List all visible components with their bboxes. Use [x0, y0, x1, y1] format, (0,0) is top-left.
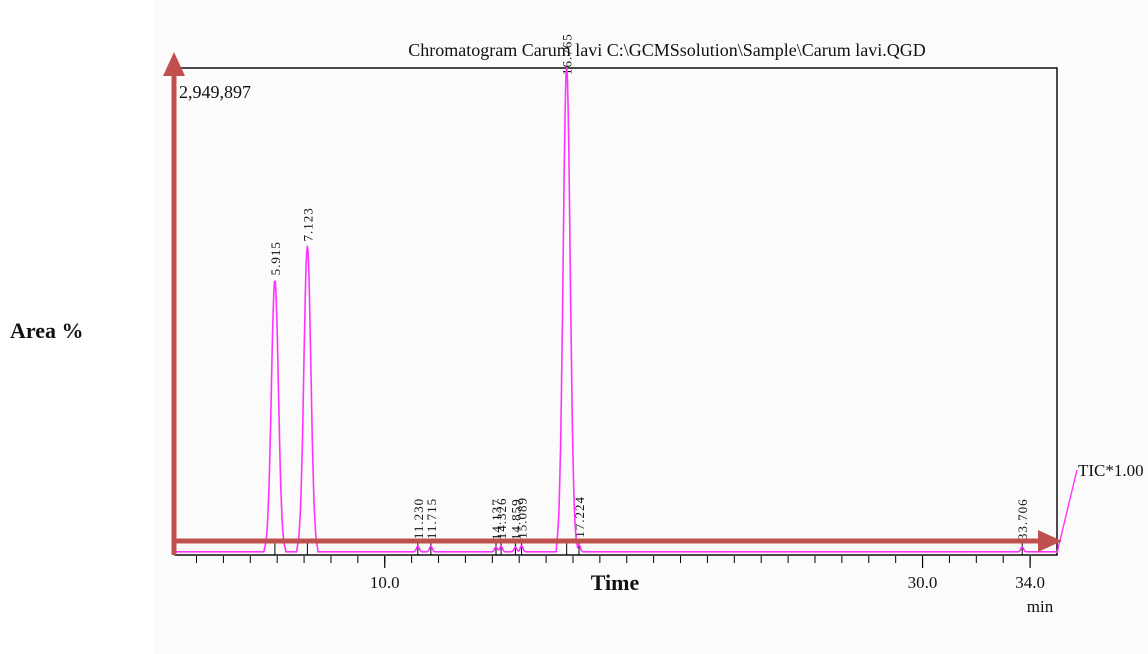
axis-arrows	[163, 52, 1062, 555]
tic-trace-tail	[1056, 469, 1078, 554]
x-tick-label: 30.0	[908, 573, 938, 592]
peak-label: 5.915	[268, 241, 283, 275]
peak-label: 14.859	[508, 498, 523, 540]
peak-label: 14.326	[494, 497, 509, 539]
trace-label: TIC*1.00	[1078, 461, 1144, 480]
x-axis-ticks: 10.0 30.0 34.0	[196, 556, 1045, 592]
tic-trace	[174, 67, 1058, 553]
peak-label: 11.715	[424, 498, 439, 539]
x-axis-title: Time	[591, 570, 640, 595]
peak-label: 7.123	[300, 207, 315, 241]
chart-title: Chromatogram Carum lavi C:\GCMSsolution\…	[408, 40, 925, 60]
max-intensity-label: 2,949,897	[179, 82, 251, 102]
x-tick-label: 10.0	[370, 573, 400, 592]
x-tick-label: 34.0	[1015, 573, 1045, 592]
peak-label: 15.089	[515, 497, 530, 539]
x-unit-label: min	[1027, 597, 1054, 616]
peak-label: 33.706	[1015, 498, 1030, 540]
peak-label: 14.137	[489, 498, 504, 540]
y-axis-arrowhead	[163, 52, 185, 76]
x-axis-arrowhead	[1038, 530, 1062, 552]
peak-label: 11.230	[411, 498, 426, 539]
paper-shadow	[155, 0, 1148, 654]
peak-label: 16.765	[560, 33, 575, 75]
y-axis-title: Area %	[10, 318, 84, 343]
